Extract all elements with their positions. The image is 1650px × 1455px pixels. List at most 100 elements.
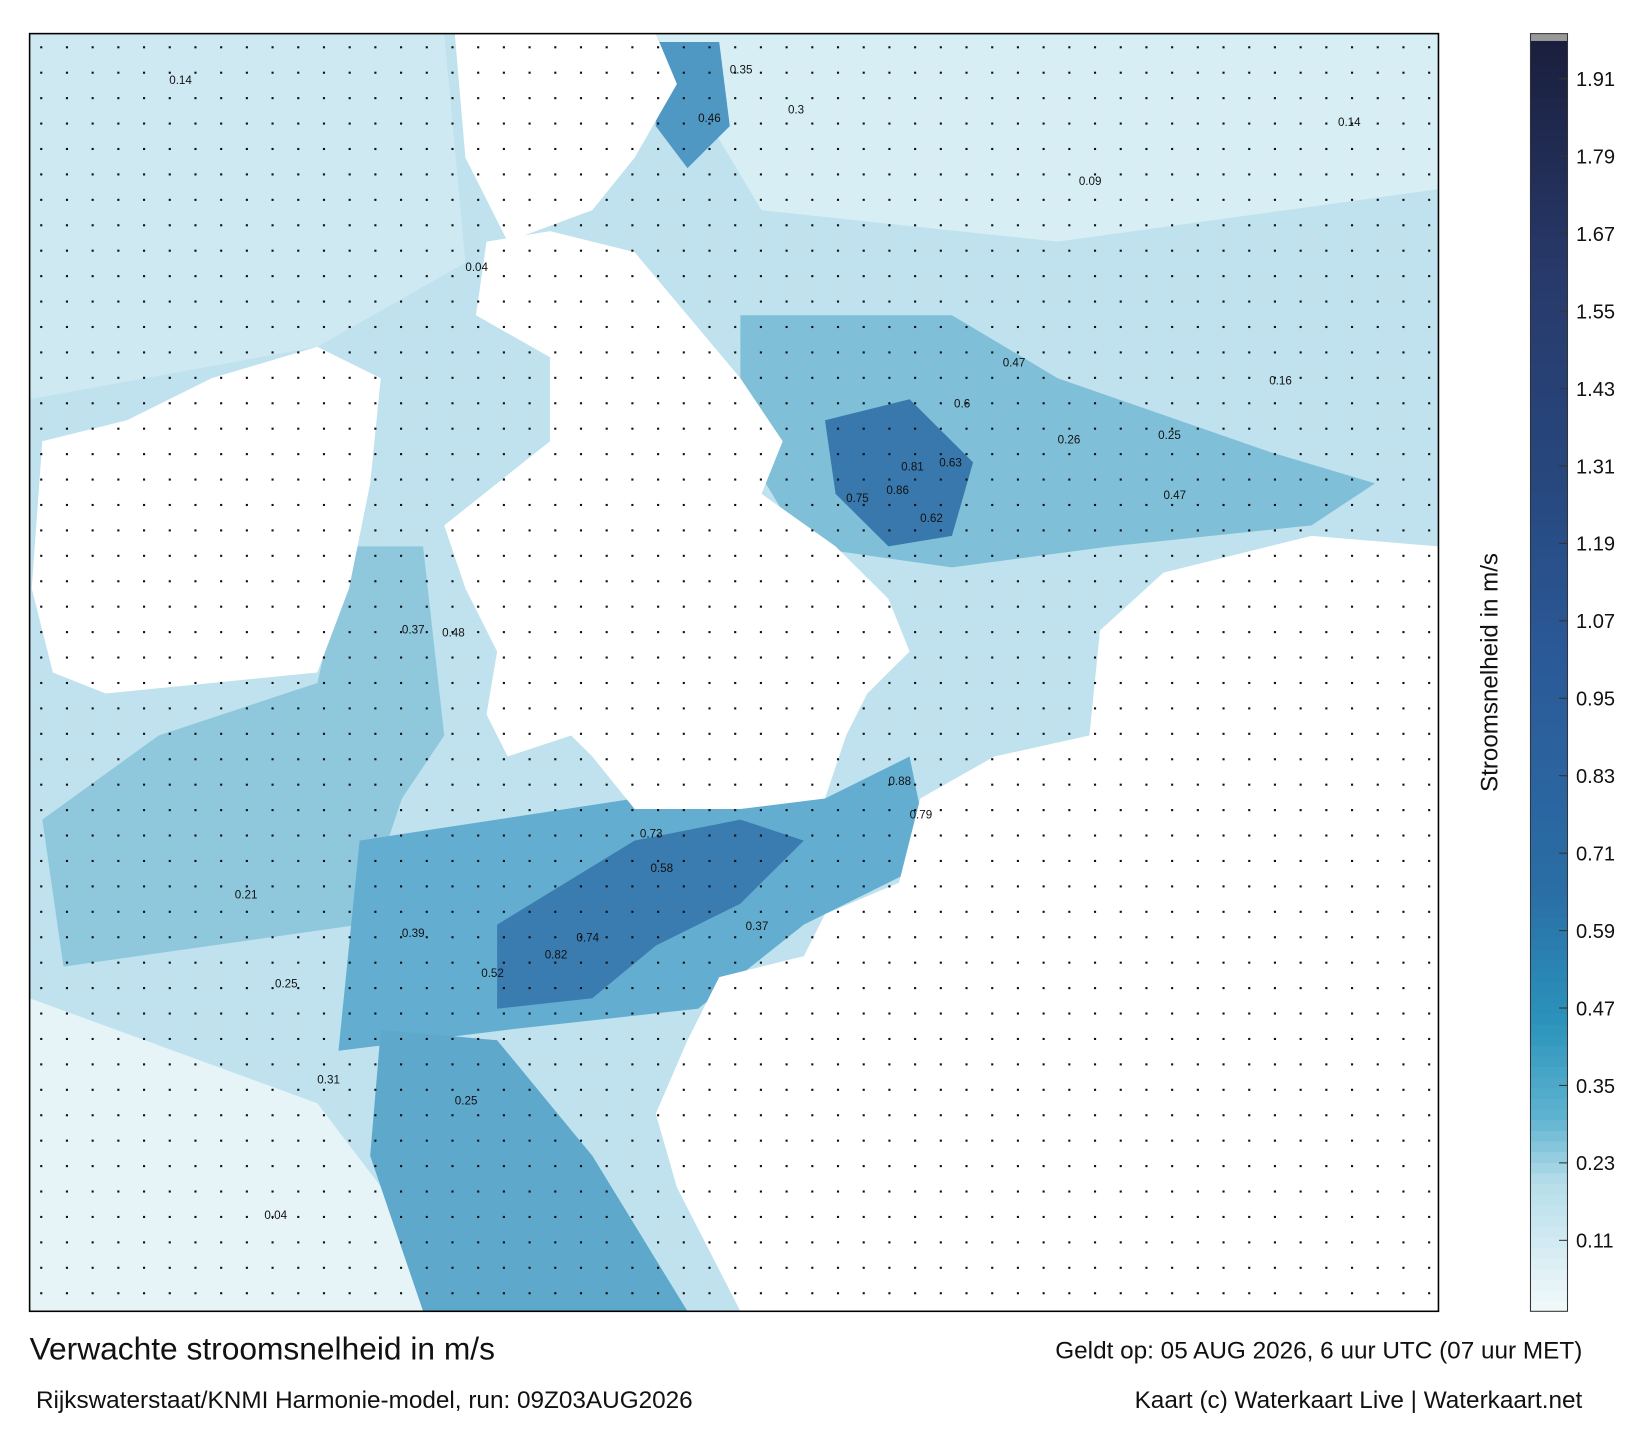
grid-dot xyxy=(1119,1139,1122,1142)
grid-dot xyxy=(168,1165,171,1168)
grid-dot xyxy=(322,1266,326,1269)
grid-dot xyxy=(862,1114,865,1117)
grid-dot xyxy=(836,71,840,74)
grid-dot xyxy=(271,453,274,456)
grid-dot xyxy=(1299,1165,1302,1168)
grid-dot xyxy=(297,1190,300,1193)
grid-dot xyxy=(888,71,891,74)
grid-dot xyxy=(322,961,326,964)
grid-dot xyxy=(1068,707,1071,710)
grid-dot xyxy=(1016,961,1019,964)
colorbar-band xyxy=(1530,140,1568,152)
grid-dot xyxy=(425,936,428,939)
grid-dot xyxy=(1248,402,1251,405)
grid-dot xyxy=(220,859,223,863)
grid-dot xyxy=(400,249,403,252)
grid-dot xyxy=(1093,1292,1097,1295)
grid-dot xyxy=(477,275,480,278)
grid-dot xyxy=(734,1063,737,1066)
colorbar-band xyxy=(1530,448,1568,461)
grid-dot xyxy=(194,147,197,151)
grid-dot xyxy=(1119,910,1122,913)
grid-dot xyxy=(168,1190,171,1193)
grid-dot xyxy=(1376,732,1379,735)
grid-dot xyxy=(708,1215,711,1218)
grid-dot xyxy=(1119,834,1122,837)
grid-dot xyxy=(759,376,762,379)
colorbar-band xyxy=(1530,225,1568,237)
grid-dot xyxy=(297,275,300,278)
grid-dot xyxy=(1350,224,1354,227)
grid-dot xyxy=(1376,402,1379,405)
grid-dot xyxy=(1428,275,1431,278)
grid-dot xyxy=(1376,1139,1379,1142)
grid-dot xyxy=(477,580,480,583)
grid-dot xyxy=(1428,1190,1431,1193)
grid-dot xyxy=(1376,987,1379,990)
grid-dot xyxy=(1171,1139,1174,1142)
grid-dot xyxy=(117,46,120,49)
grid-dot xyxy=(605,351,608,354)
grid-dot xyxy=(477,885,480,888)
grid-dot xyxy=(1145,402,1148,405)
grid-dot xyxy=(785,758,788,761)
grid-dot xyxy=(374,631,377,634)
grid-dot xyxy=(297,859,300,863)
grid-dot xyxy=(554,1292,557,1295)
grid-dot xyxy=(400,1266,403,1269)
grid-dot xyxy=(1042,1114,1045,1117)
grid-dot xyxy=(1093,936,1097,939)
grid-dot xyxy=(1119,961,1122,964)
grid-dot xyxy=(682,1190,685,1193)
grid-dot xyxy=(168,46,171,49)
grid-dot xyxy=(965,987,968,990)
grid-dot xyxy=(759,122,762,125)
grid-dot xyxy=(605,961,608,964)
grid-dot xyxy=(271,885,274,888)
grid-dot xyxy=(965,402,968,405)
grid-dot xyxy=(1016,1292,1019,1295)
grid-dot xyxy=(194,275,197,278)
grid-dot xyxy=(40,453,43,456)
grid-dot xyxy=(194,503,197,507)
grid-dot xyxy=(40,1063,43,1066)
grid-dot xyxy=(836,122,840,125)
grid-dot xyxy=(271,834,274,837)
grid-dot xyxy=(1042,936,1045,939)
grid-dot xyxy=(1171,961,1174,964)
grid-dot xyxy=(836,732,840,735)
grid-dot xyxy=(1248,71,1251,74)
grid-dot xyxy=(1093,707,1097,710)
grid-dot xyxy=(836,173,840,176)
grid-dot xyxy=(451,122,454,125)
grid-dot xyxy=(1222,656,1225,659)
grid-dot xyxy=(245,1241,248,1244)
grid-dot xyxy=(1248,147,1251,151)
grid-dot xyxy=(245,224,248,227)
grid-dot xyxy=(836,376,840,379)
colorbar-band xyxy=(1530,353,1568,365)
grid-dot xyxy=(1145,681,1148,685)
colorbar-band xyxy=(1530,480,1568,493)
grid-dot xyxy=(322,1037,326,1041)
grid-dot xyxy=(939,554,942,557)
grid-dot xyxy=(502,580,505,583)
grid-dot xyxy=(374,1114,377,1117)
grid-dot xyxy=(1376,910,1379,913)
colorbar-band xyxy=(1530,1279,1568,1291)
grid-dot xyxy=(605,122,608,125)
grid-dot xyxy=(271,275,274,278)
grid-dot xyxy=(734,1037,737,1041)
grid-dot xyxy=(605,554,608,557)
grid-dot xyxy=(1171,631,1174,634)
grid-dot xyxy=(657,503,660,507)
grid-dot xyxy=(1016,453,1019,456)
grid-dot xyxy=(322,834,326,837)
grid-dot xyxy=(1145,376,1148,379)
grid-dot xyxy=(528,529,531,532)
grid-dot xyxy=(528,885,531,888)
colorbar-band xyxy=(1530,725,1568,737)
grid-dot xyxy=(400,376,403,379)
colorbar-band xyxy=(1530,576,1568,588)
grid-dot xyxy=(605,453,608,456)
